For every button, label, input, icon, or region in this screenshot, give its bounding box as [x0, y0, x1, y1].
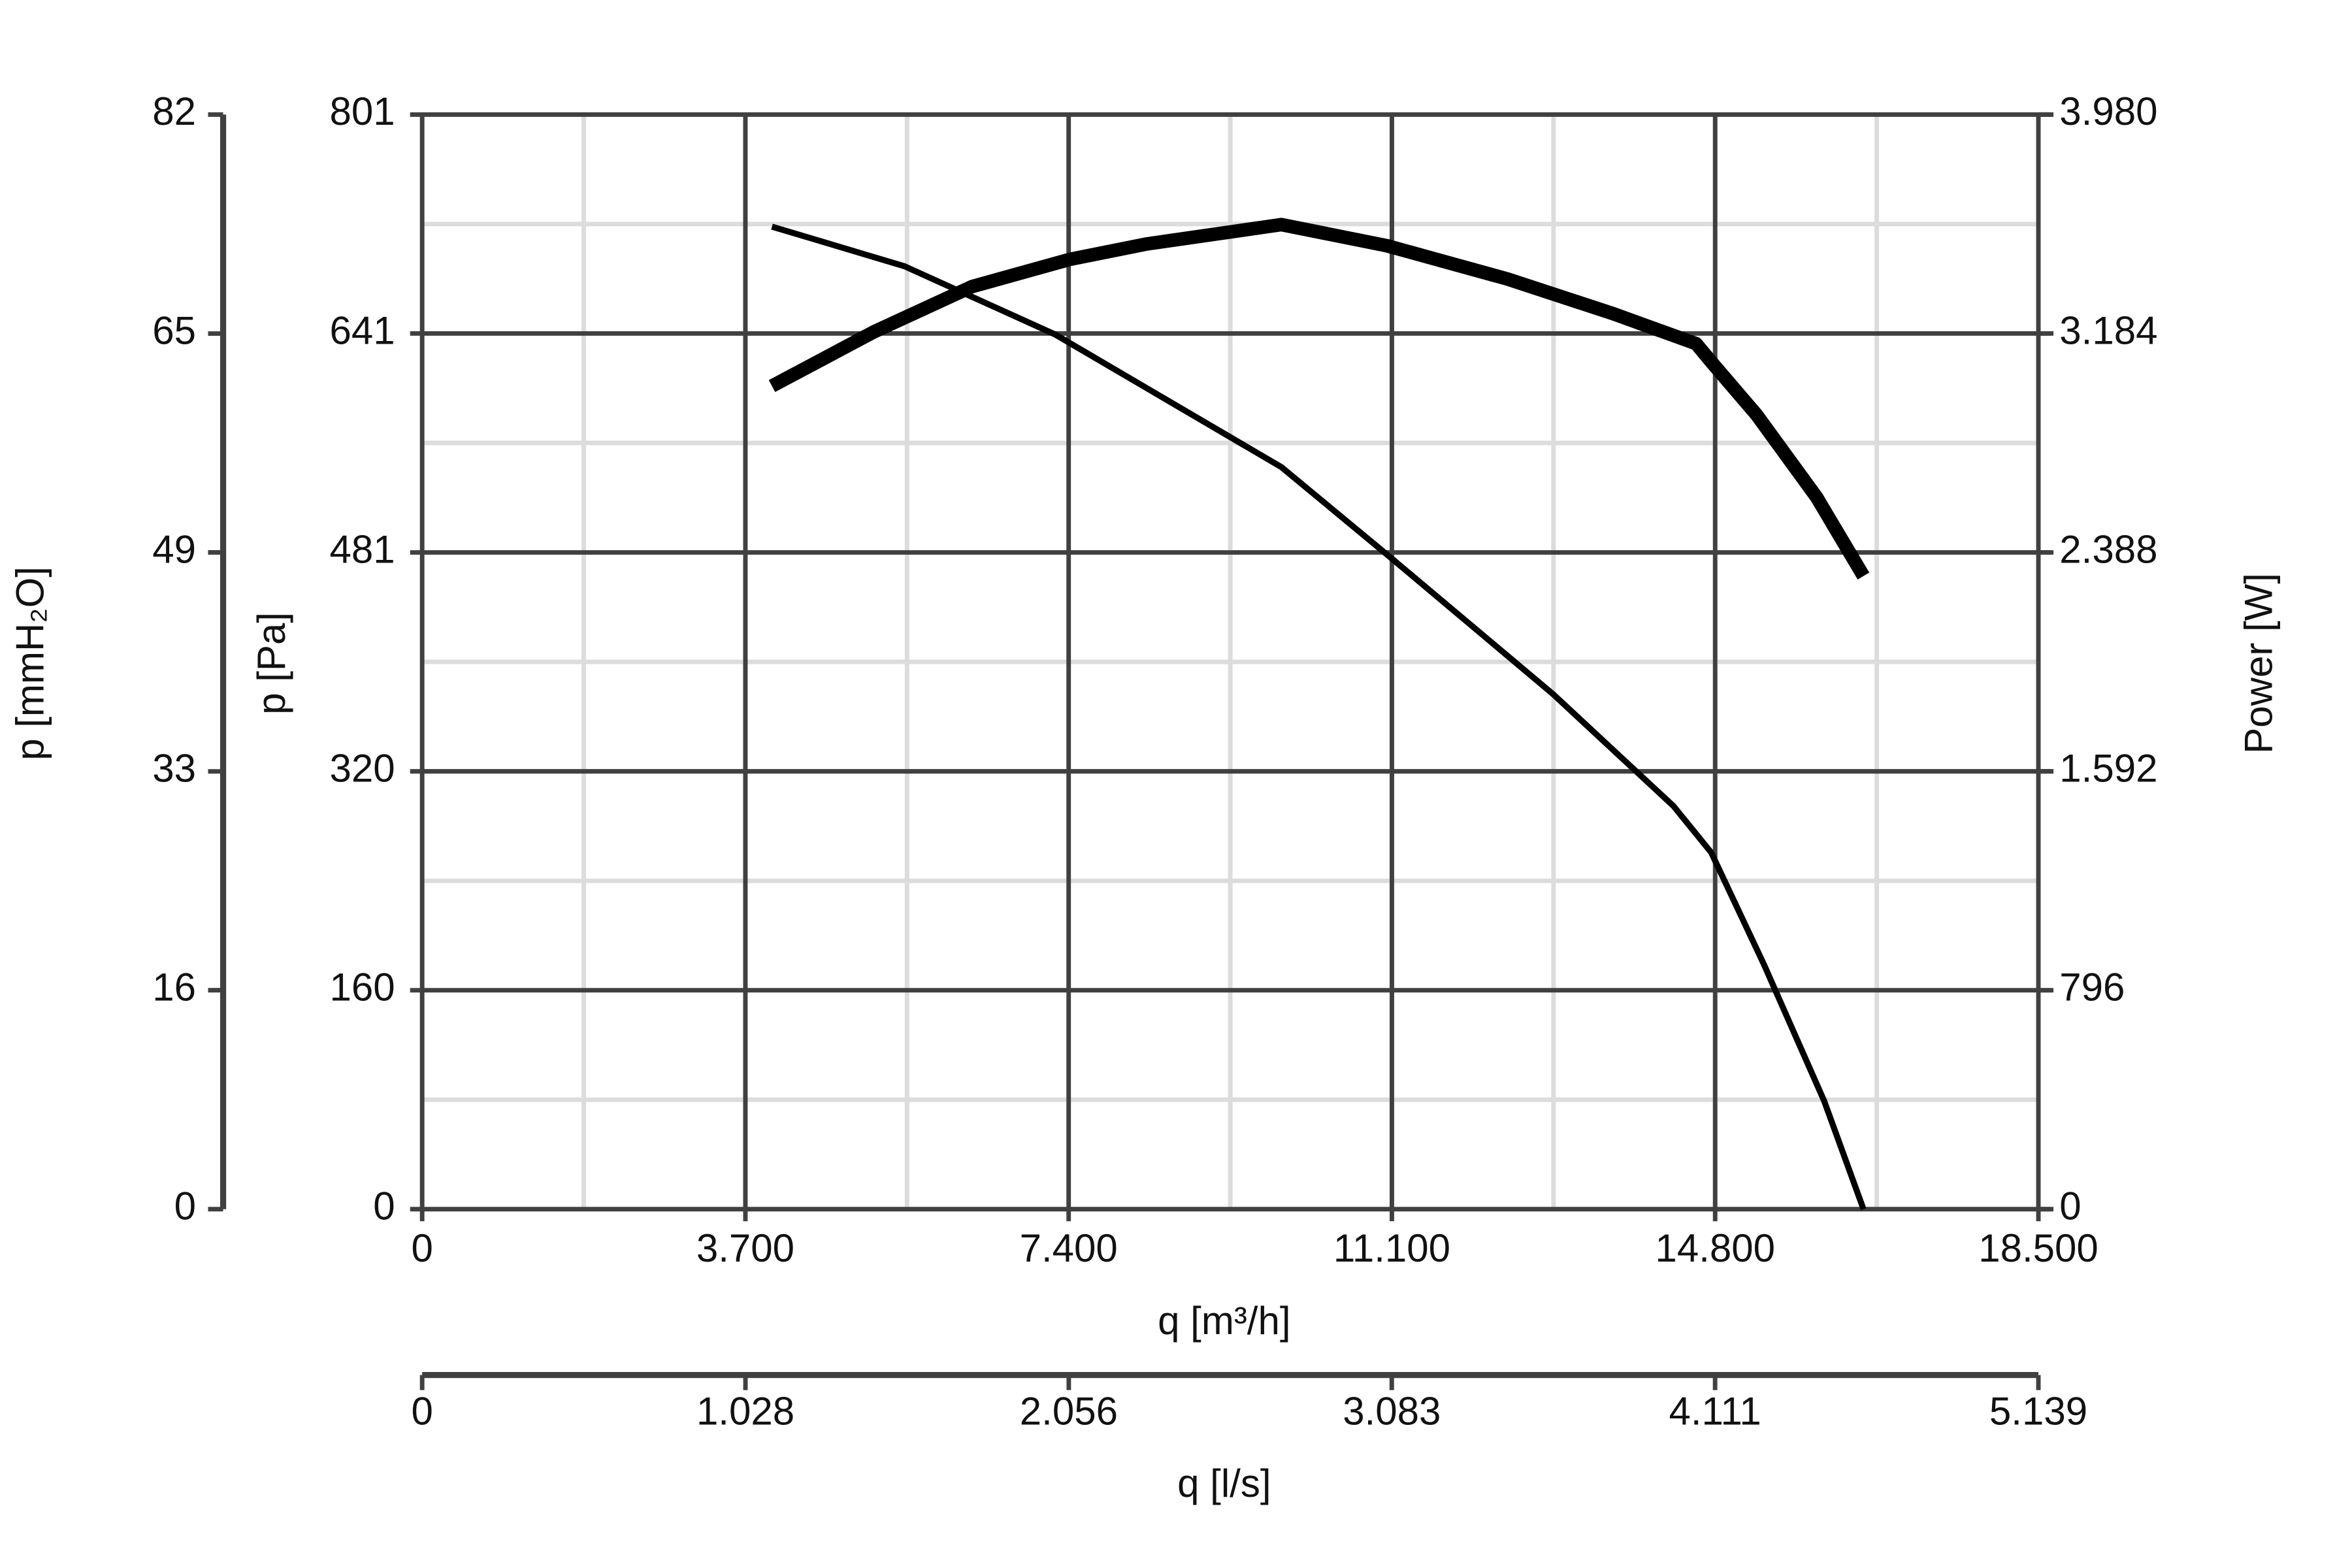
y-tick-label: 160: [330, 966, 395, 1009]
y3-tick-label: 82: [152, 90, 196, 133]
y2-tick-label: 3.184: [2059, 308, 2157, 352]
y3-axis-title: p [mmH₂O]: [8, 566, 52, 760]
series-line: [768, 218, 1870, 580]
x-tick-label: 0: [411, 1226, 433, 1270]
y2-tick-label: 0: [2059, 1184, 2081, 1228]
y2-tick-label: 3.980: [2059, 90, 2157, 133]
y2-axis-title: Power [W]: [2236, 573, 2280, 754]
y2-tick-label: 1.592: [2059, 746, 2157, 790]
y2-tick-label: 2.388: [2059, 527, 2157, 571]
y2-tick-label: 796: [2059, 966, 2125, 1009]
y3-tick-label: 16: [152, 965, 196, 1009]
y-tick-label: 0: [373, 1184, 395, 1228]
x2-tick-label: 5.139: [1989, 1389, 2087, 1433]
y3-tick-label: 0: [174, 1184, 196, 1228]
series-line: [771, 223, 1867, 1211]
x-tick-label: 14.800: [1655, 1226, 1775, 1270]
y3-tick-label: 49: [152, 527, 196, 571]
x2-tick-label: 4.111: [1669, 1389, 1761, 1433]
x-tick-label: 11.100: [1333, 1226, 1450, 1270]
y-tick-label: 641: [330, 308, 395, 352]
x2-tick-label: 0: [411, 1389, 433, 1433]
y-tick-label: 801: [330, 90, 395, 133]
y3-tick-label: 65: [152, 308, 196, 352]
y-tick-label: 481: [330, 527, 395, 571]
y3-tick-label: 33: [152, 747, 196, 791]
y-tick-label: 320: [330, 746, 395, 790]
x-tick-label: 3.700: [696, 1226, 794, 1270]
x2-tick-label: 1.028: [696, 1389, 794, 1433]
x-tick-label: 18.500: [1978, 1226, 2099, 1270]
x2-axis-title: q [l/s]: [1177, 1462, 1271, 1505]
x2-tick-label: 3.083: [1343, 1389, 1441, 1433]
y-axis-title: p [Pa]: [250, 612, 293, 715]
x-tick-label: 7.400: [1020, 1226, 1118, 1270]
x-axis-title: q [m³/h]: [1158, 1299, 1290, 1343]
x2-tick-label: 2.056: [1020, 1389, 1118, 1433]
